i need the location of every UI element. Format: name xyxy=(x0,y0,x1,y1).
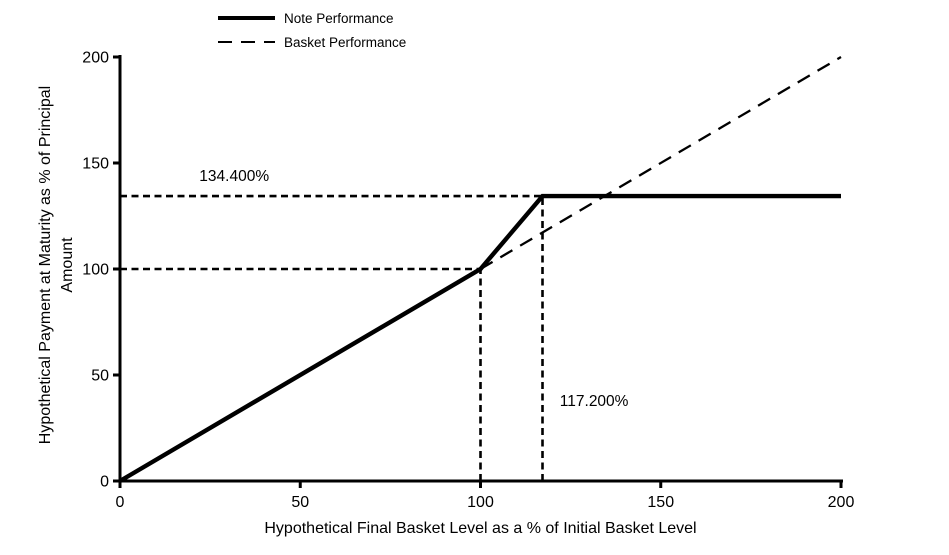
legend-label: Basket Performance xyxy=(284,34,407,50)
x-axis-title: Hypothetical Final Basket Level as a % o… xyxy=(264,520,696,537)
annotation-label: 134.400% xyxy=(199,168,269,185)
dashed-line-sample-icon xyxy=(218,40,275,44)
y-tick-label: 100 xyxy=(82,262,109,279)
y-tick-label: 0 xyxy=(100,474,109,491)
y-axis-title-line2: Amount xyxy=(59,237,76,293)
x-tick-label: 100 xyxy=(467,494,494,511)
legend-label: Note Performance xyxy=(284,10,394,26)
x-tick-label: 200 xyxy=(828,494,855,511)
basket-performance-line xyxy=(479,56,842,270)
legend-item-note-performance: Note Performance xyxy=(218,6,406,30)
y-tick-label: 50 xyxy=(91,368,109,385)
note-performance-line xyxy=(118,193,841,483)
legend-item-basket-performance: Basket Performance xyxy=(218,30,406,54)
y-axis-title-line1: Hypothetical Payment at Maturity as % of… xyxy=(37,86,54,444)
x-tick-label: 50 xyxy=(291,494,309,511)
annotation-label: 117.200% xyxy=(560,393,629,410)
y-tick-label: 150 xyxy=(82,156,109,173)
chart-legend: Note Performance Basket Performance xyxy=(218,6,406,54)
y-tick-label: 200 xyxy=(82,50,109,67)
x-tick-label: 0 xyxy=(116,494,125,511)
x-tick-label: 150 xyxy=(647,494,674,511)
solid-line-sample-icon xyxy=(218,16,275,20)
